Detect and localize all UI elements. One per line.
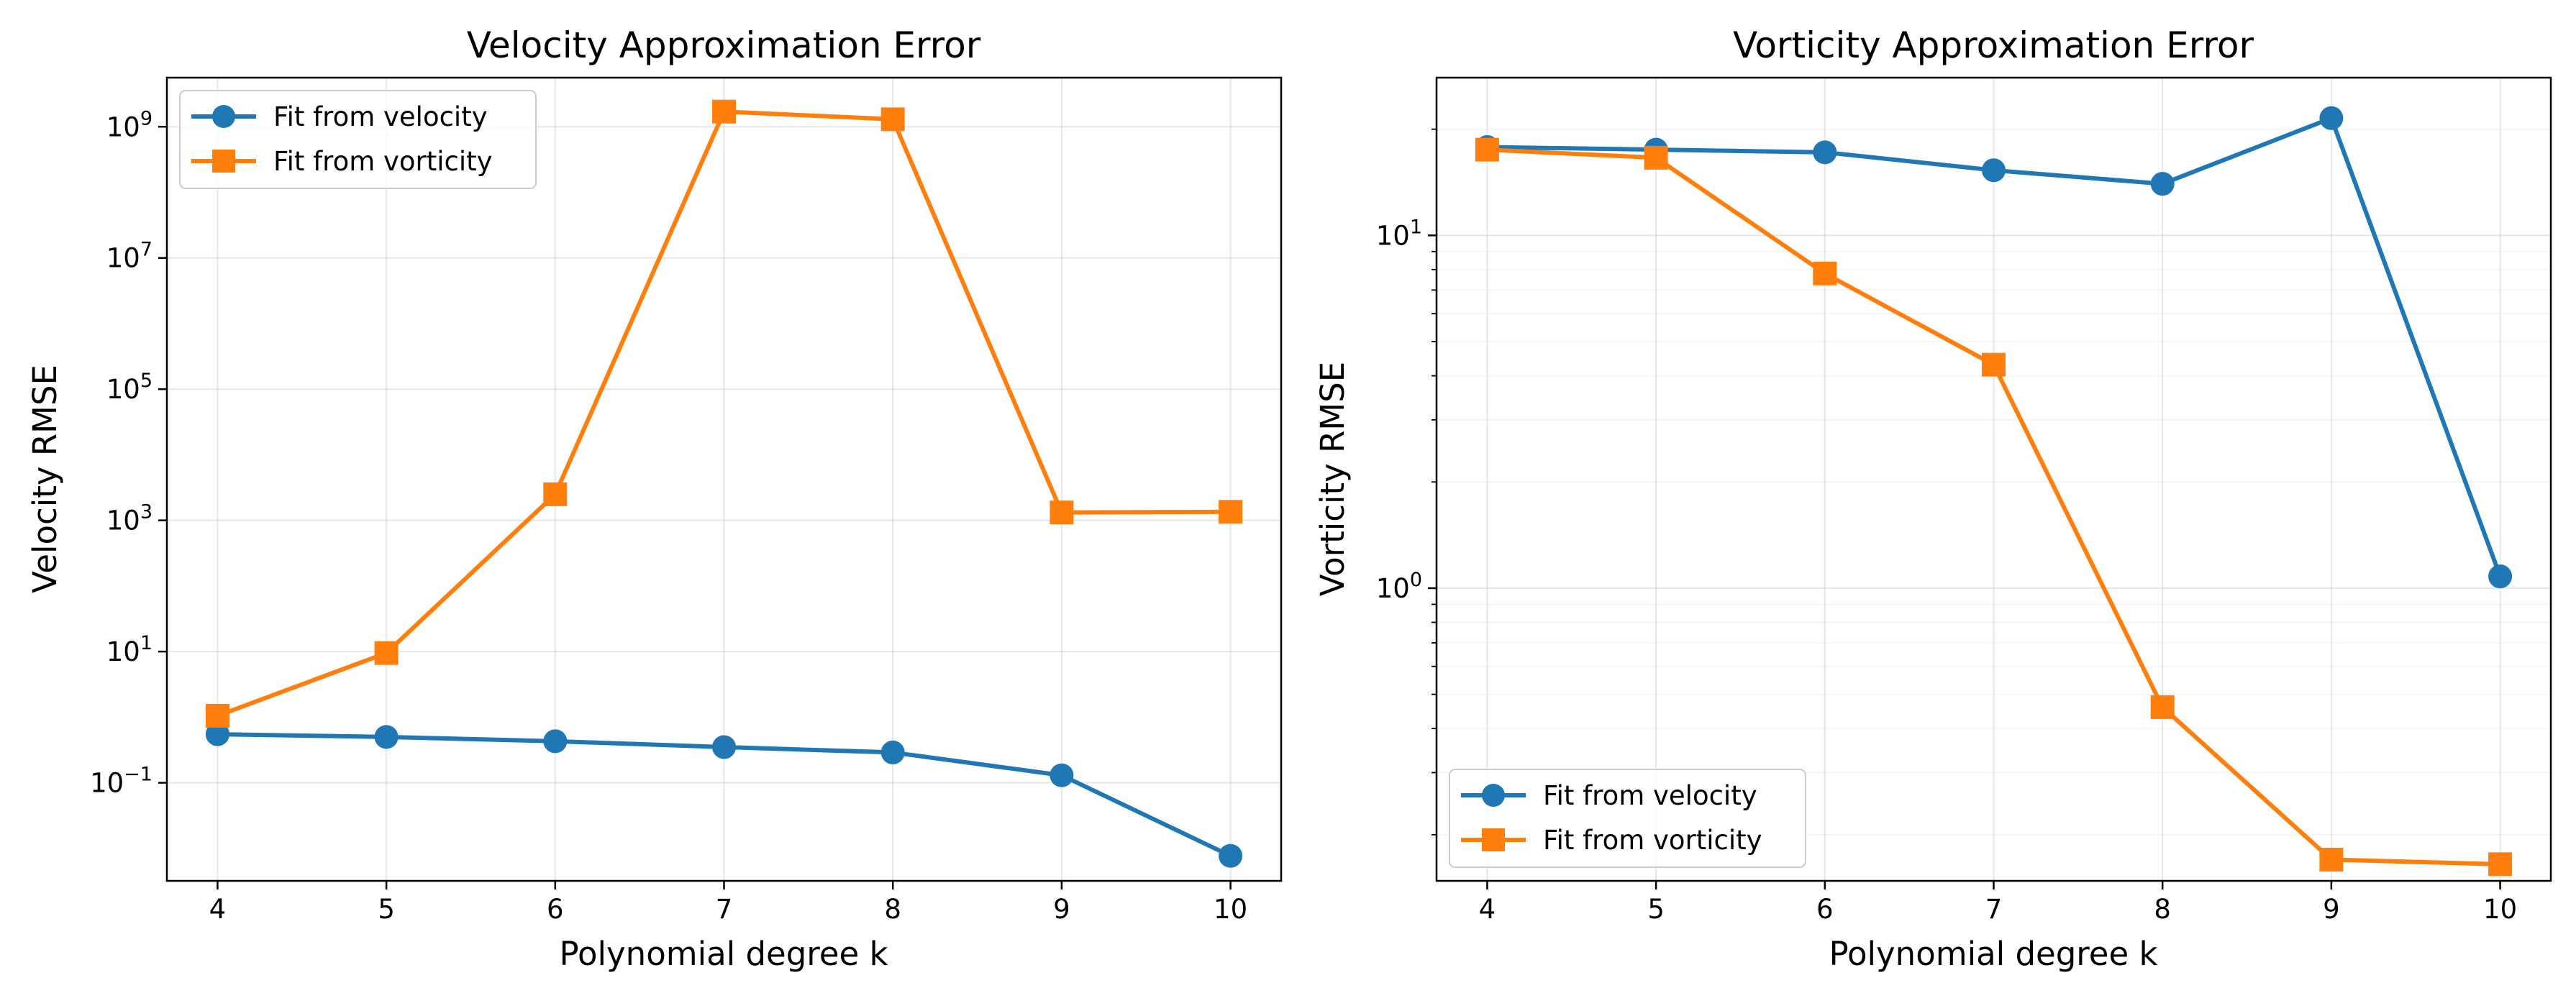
- series-fit-from-vorticity: [1475, 137, 2513, 877]
- data-point-square: [1644, 145, 1668, 170]
- x-tick-label: 9: [1053, 894, 1070, 925]
- legend-item: Fit from velocity: [191, 101, 488, 132]
- data-point-circle: [1982, 158, 2006, 183]
- y-tick-label: 109: [106, 107, 153, 142]
- data-point-circle: [374, 725, 399, 749]
- y-tick-label: 103: [106, 501, 153, 536]
- chart-title: Vorticity Approximation Error: [1733, 24, 2254, 66]
- legend-marker-square: [212, 150, 235, 173]
- grid: [1437, 78, 2551, 881]
- legend-item: Fit from vorticity: [1461, 825, 1762, 856]
- legend-box: [1449, 769, 1806, 868]
- series-layer: [205, 99, 1243, 868]
- x-tick-label: 8: [2154, 894, 2171, 925]
- x-tick-label: 4: [209, 894, 227, 925]
- data-point-circle: [2488, 564, 2513, 589]
- data-point-square: [2150, 695, 2175, 719]
- x-tick-label: 5: [1647, 894, 1665, 925]
- x-tick-label: 9: [2323, 894, 2340, 925]
- series-fit-from-vorticity: [205, 99, 1243, 728]
- x-tick-label: 6: [547, 894, 564, 925]
- data-point-circle: [2319, 106, 2344, 130]
- y-tick-label: 107: [106, 239, 153, 274]
- legend-label: Fit from velocity: [273, 101, 488, 132]
- data-point-square: [2488, 852, 2513, 877]
- data-point-circle: [880, 740, 905, 764]
- data-point-circle: [1813, 140, 1837, 165]
- x-tick-label: 5: [378, 894, 395, 925]
- y-tick-label: 101: [106, 632, 153, 667]
- ticks: 4 5 6 7 8 9 10 100 101: [1376, 128, 2517, 925]
- y-tick-label: 101: [1376, 216, 1422, 251]
- data-point-square: [2319, 847, 2344, 872]
- x-tick-label: 10: [1214, 894, 1247, 925]
- chart-title: Velocity Approximation Error: [467, 24, 981, 66]
- data-point-square: [712, 99, 736, 124]
- series-layer: [1475, 106, 2513, 877]
- y-axis-label: Vorticity RMSE: [1314, 362, 1352, 596]
- legend-marker-circle: [1482, 784, 1505, 807]
- data-point-circle: [712, 735, 736, 759]
- data-point-square: [1475, 137, 1499, 162]
- legend-label: Fit from vorticity: [273, 146, 493, 177]
- legend-item: Fit from vorticity: [191, 146, 493, 177]
- data-point-square: [374, 641, 399, 665]
- x-axis-label: Polynomial degree k: [1829, 935, 2157, 973]
- data-point-square: [205, 703, 229, 728]
- y-tick-label: 10−1: [90, 764, 153, 799]
- x-tick-label: 8: [884, 894, 901, 925]
- legend-marker-circle: [212, 105, 235, 128]
- legend-label: Fit from velocity: [1543, 780, 1757, 811]
- data-point-circle: [543, 729, 568, 754]
- legend-item: Fit from velocity: [1461, 780, 1757, 811]
- data-point-square: [1050, 500, 1074, 525]
- x-tick-label: 7: [1985, 894, 2003, 925]
- vorticity-error-panel: 4 5 6 7 8 9 10 100 101 Vorticity Approximation E…: [1314, 24, 2552, 973]
- data-point-square: [1813, 261, 1837, 285]
- y-axis-label: Velocity RMSE: [26, 365, 64, 593]
- data-point-circle: [1219, 843, 1243, 868]
- x-tick-label: 7: [716, 894, 733, 925]
- x-tick-label: 6: [1816, 894, 1834, 925]
- legend-box: [179, 90, 537, 189]
- data-point-circle: [2150, 172, 2175, 196]
- velocity-error-panel: 4 5 6 7 8 9 10 10−1 101 103 105 107 109 Velocity App…: [26, 24, 1283, 973]
- legend: Fit from velocity Fit from vorticity: [179, 90, 537, 189]
- data-point-square: [880, 107, 905, 132]
- legend-label: Fit from vorticity: [1543, 825, 1762, 856]
- y-tick-label: 100: [1376, 569, 1422, 604]
- grid: [167, 78, 1281, 881]
- x-axis-label: Polynomial degree k: [559, 935, 888, 973]
- ticks: 4 5 6 7 8 9 10 10−1 101 103 105 107 109: [90, 107, 1247, 925]
- data-point-square: [1982, 352, 2006, 377]
- series-fit-from-velocity: [205, 722, 1243, 868]
- data-point-circle: [1050, 763, 1074, 787]
- y-tick-label: 105: [106, 370, 153, 405]
- legend-marker-square: [1482, 828, 1505, 851]
- legend: Fit from velocity Fit from vorticity: [1449, 769, 1806, 868]
- x-tick-label: 10: [2483, 894, 2517, 925]
- x-tick-label: 4: [1479, 894, 1496, 925]
- data-point-square: [1219, 500, 1243, 524]
- data-point-square: [543, 482, 568, 506]
